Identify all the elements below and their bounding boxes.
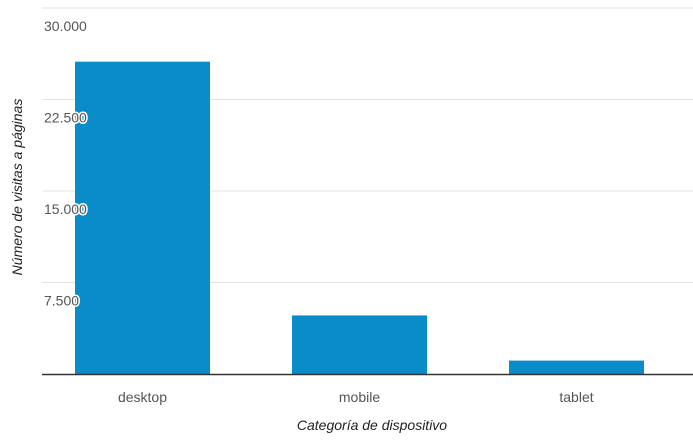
bar-desktop (75, 61, 210, 375)
bar-mobile (292, 315, 427, 374)
x-tick-label: tablet (559, 389, 593, 405)
y-tick-label: 7.500 (44, 293, 79, 309)
y-tick-label: 22.500 (44, 110, 87, 126)
x-axis-title: Categoría de dispositivo (297, 417, 447, 433)
y-axis-title: Número de visitas a páginas (9, 99, 25, 276)
bars (75, 61, 644, 375)
bar-tablet (509, 360, 644, 374)
x-tick-labels: desktop mobile tablet (118, 389, 594, 405)
y-tick-label: 15.000 (44, 201, 87, 217)
x-tick-label: mobile (339, 389, 380, 405)
x-tick-label: desktop (118, 389, 167, 405)
y-tick-label: 30.000 (44, 18, 87, 34)
y-tick-labels: 7.500 15.000 22.500 30.000 (43, 17, 89, 311)
